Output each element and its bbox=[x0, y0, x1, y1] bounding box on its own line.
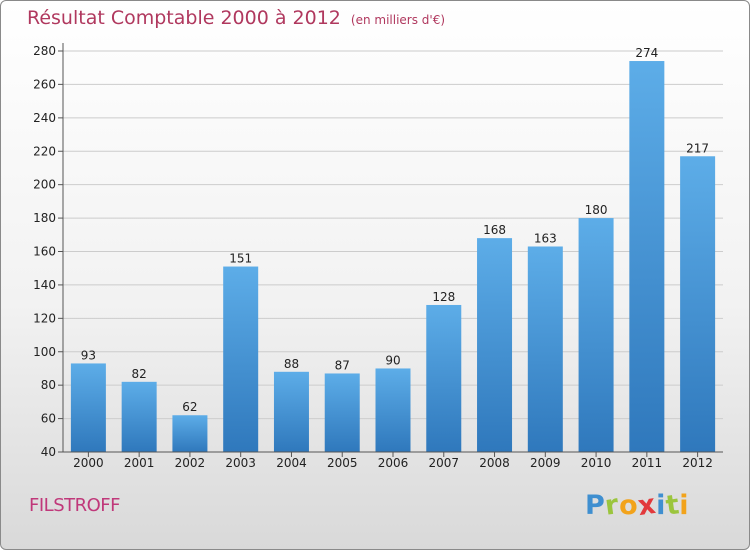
x-tick-label: 2005 bbox=[327, 456, 358, 470]
x-tick-label: 2007 bbox=[428, 456, 459, 470]
x-tick-label: 2001 bbox=[124, 456, 155, 470]
value-label: 88 bbox=[284, 357, 299, 371]
y-tick-label: 200 bbox=[33, 178, 56, 192]
city-name: FILSTROFF bbox=[29, 495, 121, 516]
logo-letter: x bbox=[636, 488, 659, 523]
y-axis: 40 60 80 100 120 140 160 180 200 220 240 260 280 bbox=[33, 43, 64, 459]
y-tick-label: 80 bbox=[41, 378, 56, 392]
y-tick-label: 60 bbox=[41, 412, 56, 426]
x-tick-label: 2006 bbox=[378, 456, 409, 470]
value-label: 93 bbox=[81, 348, 96, 362]
proxiti-logo: Proxiti bbox=[585, 488, 690, 523]
bar bbox=[680, 156, 716, 452]
chart-title: Résultat Comptable 2000 à 2012 (en millie… bbox=[27, 7, 445, 29]
value-label: 87 bbox=[335, 358, 350, 372]
bar bbox=[172, 415, 208, 452]
y-tick-label: 120 bbox=[33, 311, 56, 325]
bar bbox=[70, 363, 106, 452]
value-label: 163 bbox=[534, 231, 557, 245]
logo-letter: o bbox=[619, 490, 639, 521]
y-tick-label: 240 bbox=[33, 111, 56, 125]
x-tick-label: 2009 bbox=[530, 456, 561, 470]
y-tick-label: 180 bbox=[33, 211, 56, 225]
value-label: 90 bbox=[385, 353, 400, 367]
chart-unit: (en milliers d'€) bbox=[350, 13, 446, 27]
x-tick-label: 2010 bbox=[581, 456, 612, 470]
x-tick-label: 2011 bbox=[632, 456, 663, 470]
logo-letter: i bbox=[656, 490, 666, 521]
bar bbox=[223, 266, 259, 452]
y-tick-label: 280 bbox=[33, 44, 56, 58]
bar bbox=[578, 218, 614, 452]
bar bbox=[426, 304, 462, 452]
bar bbox=[273, 371, 309, 452]
x-tick-label: 2000 bbox=[73, 456, 104, 470]
bar bbox=[324, 373, 360, 452]
y-tick-label: 140 bbox=[33, 278, 56, 292]
bar bbox=[375, 368, 411, 452]
x-tick-label: 2012 bbox=[682, 456, 713, 470]
logo-letter: P bbox=[585, 490, 606, 521]
x-tick-label: 2003 bbox=[225, 456, 256, 470]
x-axis: 2000 2001 2002 2003 2004 2005 2006 2007 2008 2009… bbox=[63, 451, 723, 470]
bars: 93 82 62 151 88 87 90 128 168 163 180 274 217 bbox=[70, 46, 716, 453]
value-label: 62 bbox=[182, 400, 197, 414]
x-tick-label: 2008 bbox=[479, 456, 510, 470]
y-tick-label: 100 bbox=[33, 345, 56, 359]
value-label: 180 bbox=[585, 203, 608, 217]
bar bbox=[527, 246, 563, 452]
value-label: 168 bbox=[483, 223, 506, 237]
y-tick-label: 260 bbox=[33, 77, 56, 91]
bar bbox=[629, 61, 665, 453]
x-tick-label: 2002 bbox=[175, 456, 206, 470]
value-label: 217 bbox=[686, 141, 709, 155]
value-label: 128 bbox=[432, 290, 455, 304]
value-label: 82 bbox=[132, 367, 147, 381]
value-label: 151 bbox=[229, 252, 252, 266]
x-tick-label: 2004 bbox=[276, 456, 307, 470]
logo-letter: i bbox=[679, 490, 690, 521]
bar bbox=[477, 238, 513, 452]
chart-title-text: Résultat Comptable 2000 à 2012 bbox=[27, 7, 341, 29]
y-tick-label: 160 bbox=[33, 245, 56, 259]
bar bbox=[121, 381, 157, 452]
y-tick-label: 220 bbox=[33, 144, 56, 158]
y-tick-label: 40 bbox=[41, 445, 56, 459]
value-label: 274 bbox=[635, 46, 658, 60]
